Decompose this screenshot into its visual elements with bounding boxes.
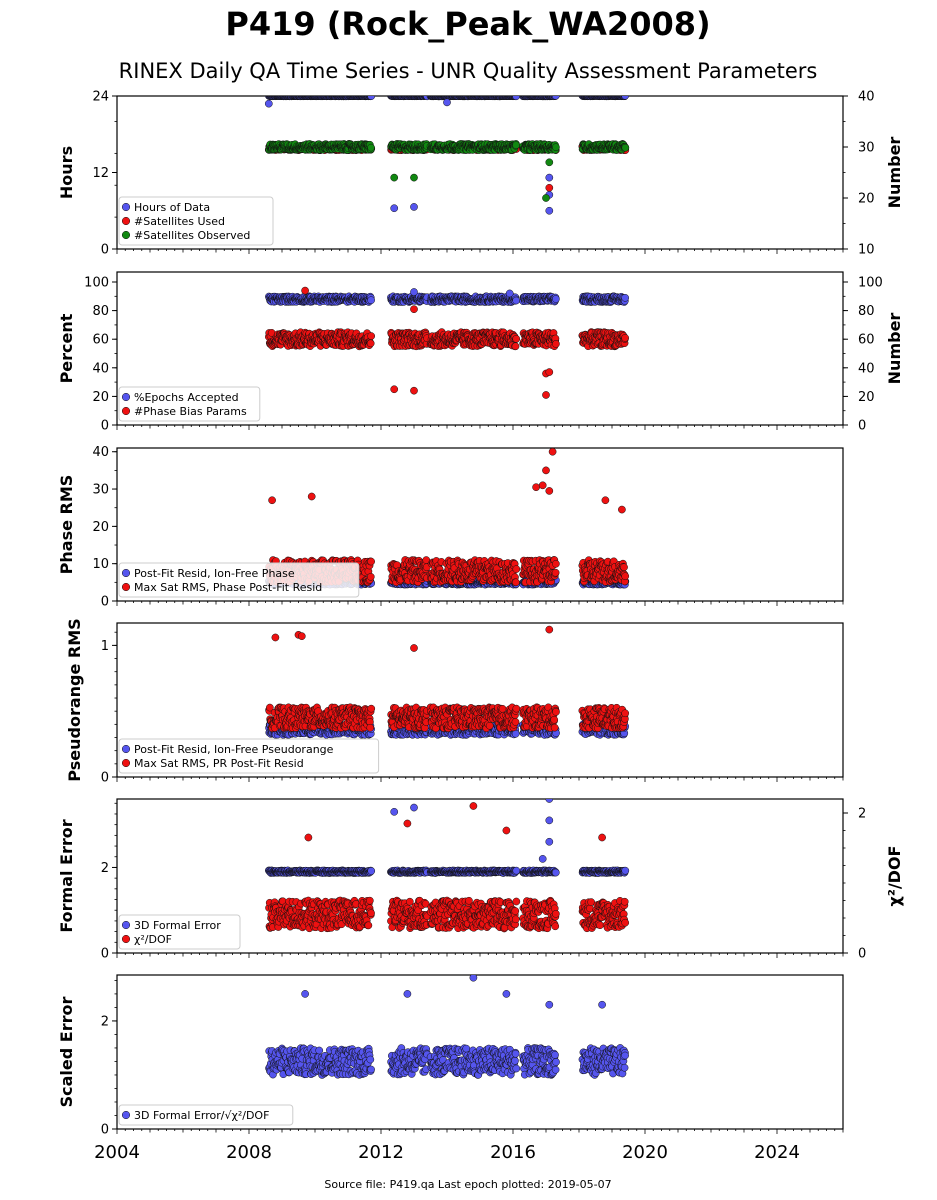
data-point — [367, 296, 375, 305]
y-right-tick-label: 20 — [858, 192, 875, 207]
y-right-tick-label: 40 — [858, 90, 875, 105]
legend: Hours of Data#Satellites Used#Satellites… — [118, 196, 274, 246]
outlier-point — [410, 386, 418, 395]
outlier-point — [390, 204, 399, 213]
y-right-tick-label: 60 — [858, 333, 875, 348]
y-right-tick-label: 10 — [858, 243, 875, 258]
outlier-point — [301, 286, 309, 295]
legend: %Epochs Accepted#Phase Bias Params — [118, 386, 261, 422]
y-tick-label: 0 — [101, 419, 109, 434]
legend-entry: #Phase Bias Params — [134, 405, 247, 418]
outlier-point — [390, 173, 399, 182]
series-Hours of Data — [264, 96, 630, 215]
outlier-point — [443, 98, 451, 107]
data-point — [512, 334, 521, 343]
y-tick-label: 0 — [101, 243, 109, 258]
outlier-point — [410, 173, 418, 182]
y-right-tick-label: 20 — [858, 390, 875, 405]
y-tick-label: 24 — [92, 90, 109, 105]
y-tick-label: 30 — [92, 483, 109, 498]
y-right-tick-label: 30 — [858, 141, 875, 156]
series-%Epochs Accepted — [265, 288, 630, 306]
y-tick-label: 80 — [92, 304, 109, 319]
outlier-point — [545, 173, 554, 182]
data-point — [621, 334, 629, 342]
y-tick-label: 60 — [92, 333, 109, 348]
legend-marker — [121, 216, 131, 226]
data-point — [552, 340, 560, 348]
y-right-tick-label: 0 — [858, 419, 866, 434]
outlier-point — [410, 288, 418, 296]
outlier-point — [410, 203, 418, 211]
y-axis-label: Percent — [57, 313, 76, 383]
legend-entry: %Epochs Accepted — [134, 391, 239, 404]
y-right-axis-label: Number — [885, 137, 904, 209]
y-right-tick-label: 100 — [858, 276, 883, 291]
y-tick-label: 12 — [92, 166, 109, 181]
legend-entry: #Satellites Observed — [134, 229, 250, 242]
data-point — [621, 143, 630, 152]
outlier-point — [545, 206, 554, 215]
y-axis-label: Hours — [57, 146, 76, 199]
figure-title: P419 (Rock_Peak_WA2008) — [225, 5, 710, 43]
y-tick-label: 0 — [101, 595, 109, 610]
outlier-point — [505, 289, 514, 298]
legend-entry: #Satellites Used — [134, 215, 225, 228]
y-tick-label: 20 — [92, 390, 109, 405]
data-point — [367, 96, 376, 100]
data-point — [551, 96, 560, 100]
data-point — [366, 572, 375, 581]
legend-marker — [121, 230, 131, 240]
data-point — [621, 96, 630, 100]
panel-percent: 0 20 40 60 80 100 Percent 0 20 40 60 80 100 Number %Ep… — [57, 271, 904, 434]
data-point — [367, 557, 375, 566]
legend-marker — [121, 392, 131, 402]
y-tick-label: 100 — [84, 276, 109, 291]
outlier-point — [264, 99, 273, 108]
data-point — [621, 293, 630, 302]
outlier-point — [545, 183, 554, 192]
data-point — [552, 295, 560, 303]
outlier-point — [410, 305, 418, 314]
y-right-tick-label: 80 — [858, 304, 875, 319]
data-point — [367, 332, 376, 340]
series-#Satellites Observed — [265, 140, 630, 202]
outlier-point — [542, 194, 550, 202]
legend-marker — [121, 202, 131, 212]
y-axis-label: Phase RMS — [57, 475, 76, 575]
y-right-tick-label: 40 — [858, 361, 875, 376]
legend-marker — [121, 406, 131, 416]
data-point — [366, 339, 375, 348]
outlier-point — [545, 158, 554, 167]
legend-entry: Hours of Data — [134, 201, 210, 214]
y-tick-label: 40 — [92, 445, 109, 460]
data-point — [511, 342, 520, 351]
y-tick-label: 40 — [92, 361, 109, 376]
data-point — [367, 143, 375, 152]
outlier-point — [542, 391, 550, 399]
figure-subtitle: RINEX Daily QA Time Series - UNR Quality… — [119, 59, 818, 83]
outlier-point — [545, 368, 554, 376]
y-right-axis-label: Number — [885, 313, 904, 385]
data-point — [512, 296, 521, 305]
data-point — [512, 141, 520, 149]
data-point — [512, 96, 521, 101]
y-tick-label: 20 — [92, 520, 109, 535]
data-point — [552, 143, 560, 152]
outlier-point — [390, 385, 399, 394]
y-tick-label: 10 — [92, 557, 109, 572]
series-#Phase Bias Params — [265, 286, 629, 399]
